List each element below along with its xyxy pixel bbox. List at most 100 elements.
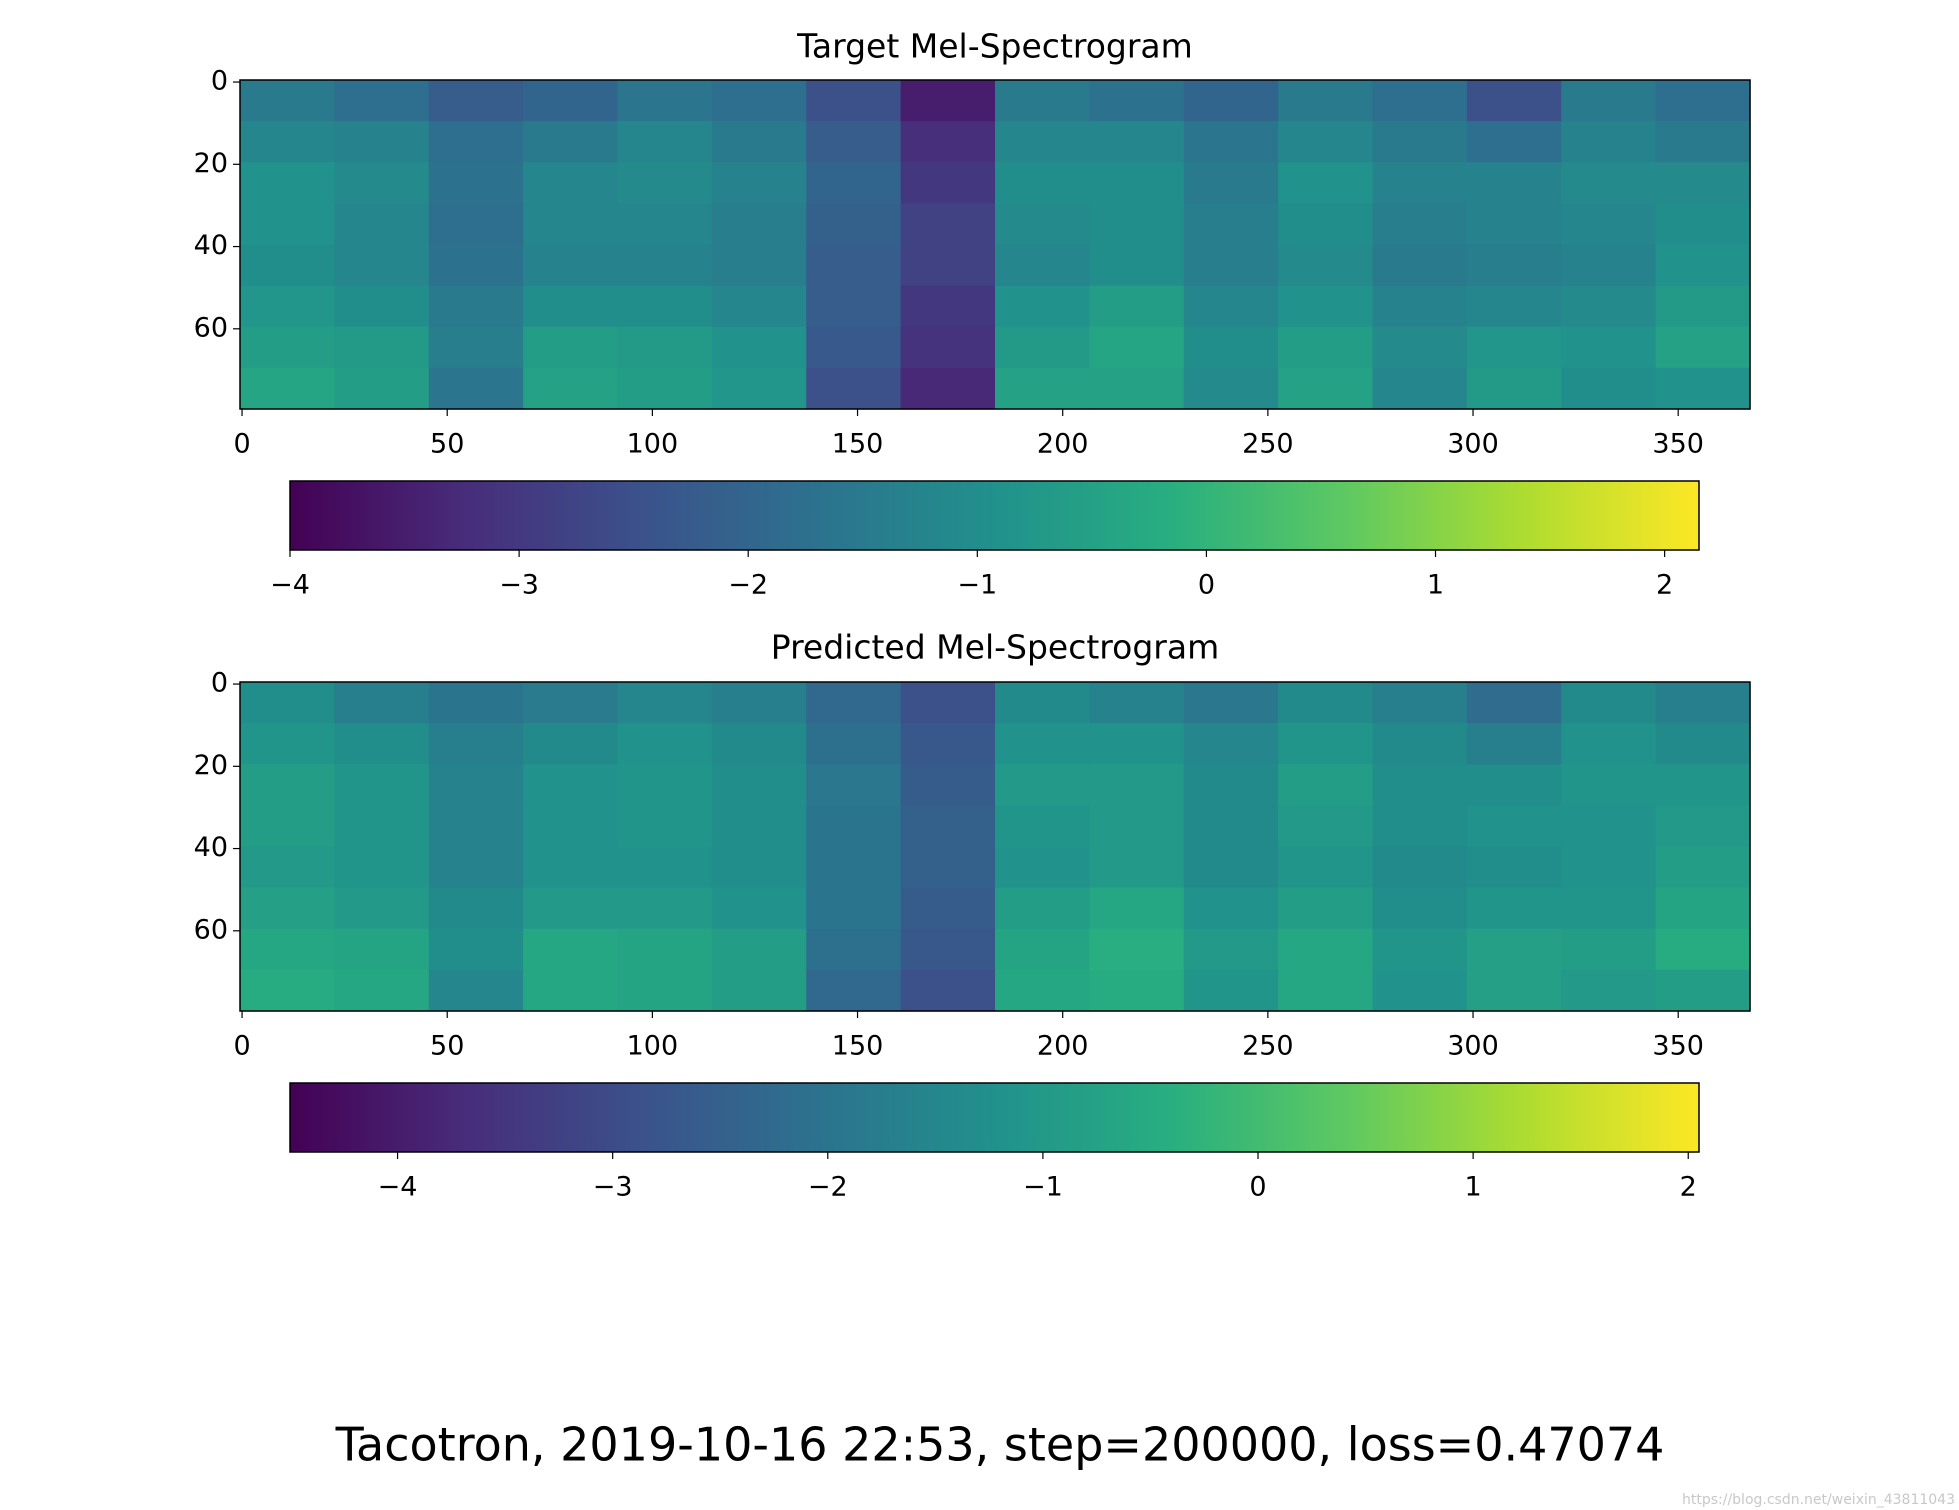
x-tick-label: 150: [832, 429, 884, 460]
heatmap-cell: [428, 121, 524, 163]
heatmap-cell: [428, 244, 524, 287]
heatmap-cell: [1655, 723, 1751, 765]
heatmap-cell: [1655, 969, 1751, 1012]
heatmap-cell: [1183, 203, 1279, 246]
heatmap-cell: [1655, 805, 1751, 848]
heatmap-cell: [995, 121, 1090, 163]
x-tick-label: 250: [1242, 429, 1294, 460]
heatmap-cell: [1466, 723, 1562, 765]
heatmap-cell: [711, 162, 807, 204]
heatmap-cell: [240, 805, 335, 848]
heatmap-cell: [900, 846, 996, 889]
colorbar-tick-label: −1: [957, 570, 997, 601]
heatmap-cell: [428, 162, 524, 204]
heatmap-cell: [1655, 326, 1751, 369]
heatmap-cell: [711, 928, 807, 971]
heatmap-cell: [1466, 846, 1562, 889]
heatmap-cell: [523, 723, 619, 765]
heatmap-cell: [995, 203, 1090, 246]
heatmap-cell: [1561, 928, 1657, 971]
heatmap-cell: [1561, 805, 1657, 848]
heatmap-cell: [1561, 764, 1657, 806]
heatmap-cell: [1372, 805, 1468, 848]
heatmap-cell: [1372, 367, 1468, 410]
heatmap-cell: [428, 887, 524, 930]
y-tick-label: 20: [194, 148, 228, 179]
heatmap-cell: [1278, 764, 1374, 806]
heatmap-cell: [1655, 887, 1751, 930]
heatmap-cell: [1183, 723, 1279, 765]
heatmap-cell: [1561, 969, 1657, 1012]
x-tick-label: 100: [627, 429, 679, 460]
heatmap-cell: [334, 764, 430, 806]
heatmap-cell: [1561, 121, 1657, 163]
heatmap-cell: [1372, 162, 1468, 204]
heatmap-cell: [1278, 723, 1374, 765]
heatmap-cell: [617, 928, 713, 971]
heatmap-cell: [711, 326, 807, 369]
heatmap-cell: [1655, 203, 1751, 246]
heatmap-cell: [1561, 887, 1657, 930]
x-tick-label: 50: [430, 429, 464, 460]
heatmap-cell: [428, 805, 524, 848]
heatmap-cell: [1561, 80, 1657, 122]
heatmap-cell: [711, 285, 807, 328]
heatmap-cell: [1466, 285, 1562, 328]
heatmap-cell: [428, 928, 524, 971]
heatmap-cell: [523, 162, 619, 204]
heatmap-cell: [1089, 285, 1185, 328]
heatmap-cell: [1372, 723, 1468, 765]
heatmap-cell: [1561, 203, 1657, 246]
heatmap-cell: [1561, 162, 1657, 204]
heatmap-cell: [428, 764, 524, 806]
heatmap-cell: [617, 285, 713, 328]
heatmap-cell: [1183, 682, 1279, 724]
heatmap-cell: [900, 162, 996, 204]
heatmap-cell: [428, 367, 524, 410]
heatmap-cell: [1089, 244, 1185, 287]
heatmap-cell: [240, 203, 335, 246]
heatmap-cell: [428, 723, 524, 765]
y-tick-label: 20: [194, 750, 228, 781]
x-tick-label: 250: [1242, 1031, 1294, 1062]
y-tick-label: 40: [194, 230, 228, 261]
heatmap-cell: [1278, 244, 1374, 287]
heatmap-cell: [1372, 285, 1468, 328]
heatmap-cell: [1372, 80, 1468, 122]
heatmap-cell: [523, 764, 619, 806]
x-tick-label: 0: [233, 429, 250, 460]
heatmap-cell: [1278, 80, 1374, 122]
heatmap-cell: [428, 285, 524, 328]
heatmap-cell: [1561, 244, 1657, 287]
heatmap-cell: [900, 367, 996, 410]
heatmap-cell: [617, 723, 713, 765]
heatmap-cell: [1372, 887, 1468, 930]
heatmap-cell: [806, 326, 902, 369]
heatmap-cell: [334, 846, 430, 889]
heatmap-cell: [617, 367, 713, 410]
heatmap-cell: [617, 805, 713, 848]
heatmap-cell: [806, 682, 902, 724]
heatmap-cell: [523, 805, 619, 848]
heatmap-cell: [806, 285, 902, 328]
heatmap-cell: [1278, 121, 1374, 163]
heatmap-cell: [711, 764, 807, 806]
y-tick-label: 0: [211, 66, 228, 97]
heatmap-cell: [806, 805, 902, 848]
heatmap-cell: [1183, 764, 1279, 806]
heatmap-cell: [995, 887, 1090, 930]
heatmap-cell: [1466, 805, 1562, 848]
heatmap-cell: [1089, 682, 1185, 724]
heatmap-cell: [711, 682, 807, 724]
colorbar-tick-label: −4: [270, 570, 310, 601]
heatmap-cell: [334, 723, 430, 765]
axes-frame: [239, 79, 1751, 410]
heatmap-cell: [806, 203, 902, 246]
y-tick-label: 0: [211, 668, 228, 699]
heatmap-cell: [711, 969, 807, 1012]
axes-title: Target Mel-Spectrogram: [796, 27, 1193, 66]
heatmap-cell: [617, 969, 713, 1012]
heatmap-cell: [428, 80, 524, 122]
heatmap-cell: [617, 326, 713, 369]
heatmap-cell: [1278, 367, 1374, 410]
